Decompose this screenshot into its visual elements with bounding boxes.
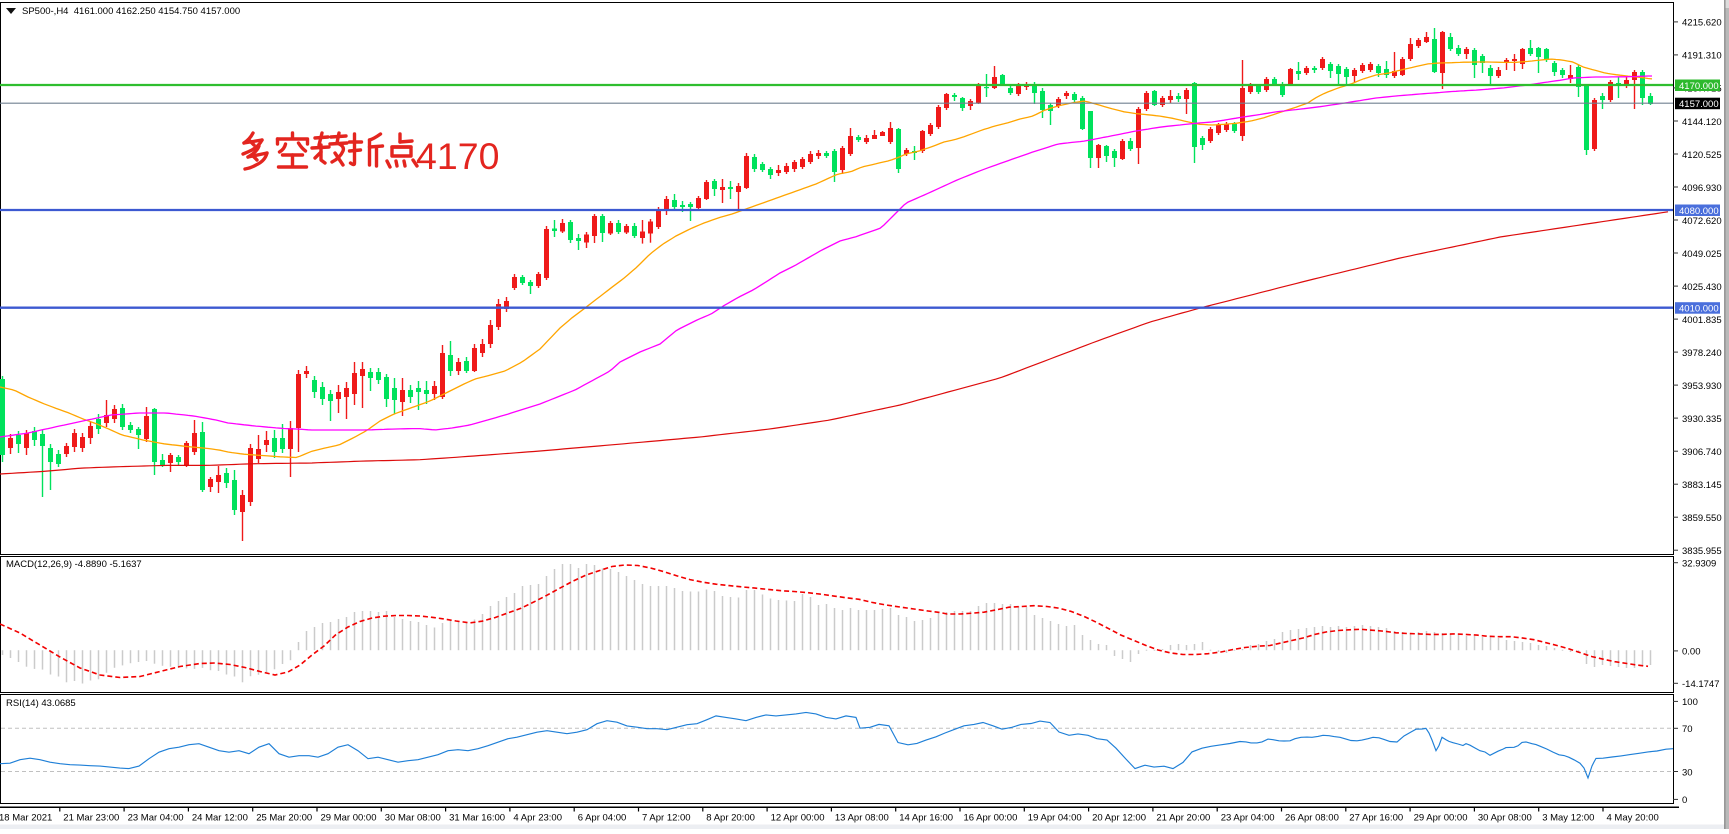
svg-text:4001.835: 4001.835 — [1682, 315, 1722, 326]
svg-text:4010.000: 4010.000 — [1679, 304, 1719, 315]
svg-text:4120.525: 4120.525 — [1682, 150, 1722, 161]
svg-text:18 Mar 2021: 18 Mar 2021 — [0, 813, 52, 824]
svg-text:3906.740: 3906.740 — [1682, 447, 1722, 458]
svg-text:4080.000: 4080.000 — [1679, 206, 1719, 217]
svg-text:32.9309: 32.9309 — [1682, 559, 1716, 570]
svg-text:100: 100 — [1682, 697, 1698, 708]
svg-text:4 May 20:00: 4 May 20:00 — [1607, 813, 1659, 824]
svg-text:24 Mar 12:00: 24 Mar 12:00 — [192, 813, 248, 824]
svg-text:4 Apr 23:00: 4 Apr 23:00 — [513, 813, 562, 824]
svg-text:14 Apr 16:00: 14 Apr 16:00 — [899, 813, 953, 824]
svg-text:3978.240: 3978.240 — [1682, 348, 1722, 359]
svg-text:MACD(12,26,9) -4.8890 -5.1637: MACD(12,26,9) -4.8890 -5.1637 — [6, 559, 142, 570]
svg-text:RSI(14) 43.0685: RSI(14) 43.0685 — [6, 698, 76, 709]
svg-text:29 Apr 00:00: 29 Apr 00:00 — [1414, 813, 1468, 824]
svg-text:21 Apr 20:00: 21 Apr 20:00 — [1156, 813, 1210, 824]
svg-text:SP500-,H4 4161.000 4162.250 4: SP500-,H4 4161.000 4162.250 4154.750 415… — [22, 6, 240, 17]
svg-text:0: 0 — [1682, 795, 1687, 806]
svg-text:-14.1747: -14.1747 — [1682, 679, 1720, 690]
svg-text:30 Mar 08:00: 30 Mar 08:00 — [385, 813, 441, 824]
svg-text:3953.930: 3953.930 — [1682, 381, 1722, 392]
svg-text:4157.000: 4157.000 — [1679, 99, 1719, 110]
svg-text:23 Apr 04:00: 23 Apr 04:00 — [1221, 813, 1275, 824]
svg-text:27 Apr 16:00: 27 Apr 16:00 — [1349, 813, 1403, 824]
svg-text:7 Apr 12:00: 7 Apr 12:00 — [642, 813, 691, 824]
svg-text:26 Apr 08:00: 26 Apr 08:00 — [1285, 813, 1339, 824]
svg-text:3859.550: 3859.550 — [1682, 513, 1722, 524]
svg-text:4049.025: 4049.025 — [1682, 249, 1722, 260]
svg-text:19 Apr 04:00: 19 Apr 04:00 — [1028, 813, 1082, 824]
svg-text:70: 70 — [1682, 724, 1693, 735]
svg-text:12 Apr 00:00: 12 Apr 00:00 — [771, 813, 825, 824]
svg-text:4072.620: 4072.620 — [1682, 216, 1722, 227]
svg-text:16 Apr 00:00: 16 Apr 00:00 — [964, 813, 1018, 824]
svg-text:4215.620: 4215.620 — [1682, 18, 1722, 29]
svg-text:30: 30 — [1682, 767, 1693, 778]
svg-text:6 Apr 04:00: 6 Apr 04:00 — [578, 813, 627, 824]
svg-text:31 Mar 16:00: 31 Mar 16:00 — [449, 813, 505, 824]
svg-text:8 Apr 20:00: 8 Apr 20:00 — [706, 813, 755, 824]
svg-text:23 Mar 04:00: 23 Mar 04:00 — [128, 813, 184, 824]
svg-text:4170: 4170 — [416, 135, 499, 177]
svg-text:13 Apr 08:00: 13 Apr 08:00 — [835, 813, 889, 824]
svg-text:3835.955: 3835.955 — [1682, 546, 1722, 557]
svg-text:4144.120: 4144.120 — [1682, 117, 1722, 128]
svg-text:21 Mar 23:00: 21 Mar 23:00 — [63, 813, 119, 824]
svg-text:20 Apr 12:00: 20 Apr 12:00 — [1092, 813, 1146, 824]
svg-text:3883.145: 3883.145 — [1682, 480, 1722, 491]
svg-text:0.00: 0.00 — [1682, 647, 1701, 658]
svg-text:3 May 12:00: 3 May 12:00 — [1542, 813, 1594, 824]
svg-text:3930.335: 3930.335 — [1682, 414, 1722, 425]
svg-text:4191.310: 4191.310 — [1682, 51, 1722, 62]
svg-text:25 Mar 20:00: 25 Mar 20:00 — [256, 813, 312, 824]
svg-text:4096.930: 4096.930 — [1682, 183, 1722, 194]
svg-text:30 Apr 08:00: 30 Apr 08:00 — [1478, 813, 1532, 824]
svg-text:4170.000: 4170.000 — [1679, 81, 1719, 92]
svg-text:4025.430: 4025.430 — [1682, 282, 1722, 293]
svg-text:29 Mar 00:00: 29 Mar 00:00 — [321, 813, 377, 824]
